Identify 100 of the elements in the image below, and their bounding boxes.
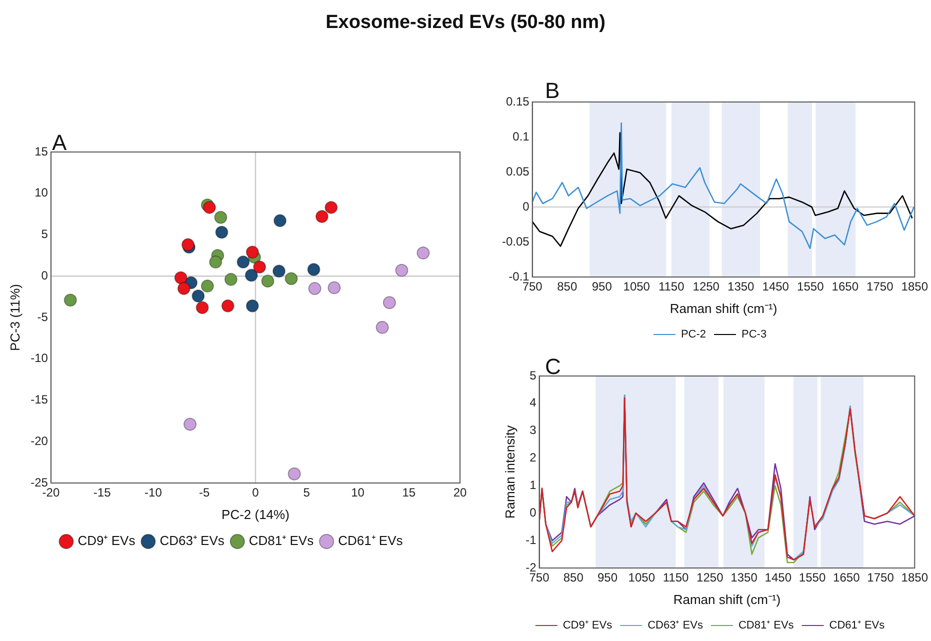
x-tick-label: 1550 — [797, 280, 824, 294]
x-tick-label: 1250 — [692, 280, 720, 294]
point — [315, 210, 328, 224]
legend-label: CD81⁺ EVs — [738, 620, 794, 632]
x-tick-label: 950 — [598, 570, 618, 585]
x-tick-label: 1650 — [832, 280, 859, 294]
x-tick-label: 1450 — [764, 570, 792, 585]
x-tick-label: 1050 — [623, 280, 650, 294]
x-tick-label: 1750 — [866, 280, 894, 294]
point — [376, 320, 389, 334]
point — [209, 256, 222, 269]
y-tick-label: -5 — [37, 310, 48, 324]
x-tick-label: 1150 — [658, 280, 685, 294]
annotation: C — [545, 354, 561, 380]
y-tick-label: 0 — [41, 268, 48, 282]
x-tick-label: 1250 — [696, 570, 724, 585]
x-tick-label: 1050 — [628, 570, 656, 585]
chart-title: Exosome-sized EVs (50-80 nm) — [324, 12, 606, 34]
y-tick-label: -0.05 — [502, 234, 530, 248]
point — [181, 238, 194, 252]
legend-label: CD81⁺ EVs — [248, 533, 314, 548]
y-tick-label: 0.05 — [506, 164, 530, 178]
point — [174, 271, 188, 284]
point — [284, 272, 298, 286]
x-tick-label: 1450 — [762, 280, 790, 294]
x-tick-label: 20 — [453, 486, 467, 500]
y-tick-label: -25 — [30, 475, 48, 490]
x-tick-label: -10 — [144, 486, 162, 500]
legend-label: CD63⁺ EVs — [648, 620, 704, 632]
x-axis-title: Raman shift (cm⁻¹) — [670, 300, 778, 316]
point — [236, 256, 250, 269]
point — [246, 246, 259, 259]
point — [261, 274, 274, 288]
point — [324, 200, 338, 214]
y-tick-label: 0.1 — [512, 129, 530, 144]
point — [272, 264, 286, 278]
y-tick-label: 10 — [34, 186, 48, 200]
point — [64, 294, 77, 307]
point — [307, 263, 320, 276]
y-tick-label: 0 — [522, 199, 530, 214]
point — [395, 264, 408, 277]
legend-label: CD61⁺ EVs — [829, 620, 886, 632]
point — [328, 281, 341, 294]
x-tick-label: 1650 — [833, 570, 860, 585]
annotation: A — [52, 130, 67, 156]
point — [184, 418, 197, 431]
point — [224, 272, 238, 286]
x-tick-label: 1350 — [730, 570, 758, 585]
x-tick-label: -5 — [199, 486, 210, 500]
legend-label: PC-3 — [742, 328, 767, 341]
y-tick-label: -1 — [526, 532, 537, 547]
y-tick-label: 4 — [530, 396, 537, 410]
y-tick-label: 3 — [530, 423, 537, 438]
legend-label: PC-2 — [680, 328, 706, 341]
point — [196, 301, 209, 314]
x-tick-label: 850 — [563, 570, 584, 585]
y-axis-title: Raman intensity — [502, 424, 518, 519]
y-axis-title: PC-3 (11%) — [7, 284, 22, 351]
x-tick-label: 1850 — [901, 280, 928, 294]
x-tick-label: 1550 — [798, 570, 826, 585]
y-tick-label: -20 — [30, 434, 48, 448]
x-tick-label: 0 — [252, 486, 260, 500]
y-tick-label: 15 — [34, 144, 48, 158]
point — [214, 210, 228, 224]
annotation: B — [545, 78, 560, 104]
legend-label: CD9⁺ EVs — [78, 533, 136, 548]
x-tick-label: 1350 — [728, 280, 755, 294]
x-tick-label: 950 — [592, 280, 612, 294]
point — [200, 280, 214, 293]
legend-label: CD9⁺ EVs — [562, 620, 613, 632]
x-tick-label: 1850 — [901, 570, 928, 585]
point — [274, 214, 287, 228]
point — [308, 282, 322, 296]
x-tick-label: 10 — [351, 486, 365, 500]
x-axis-title: PC-2 (14%) — [222, 506, 290, 522]
point — [382, 296, 396, 310]
y-tick-label: 0 — [530, 505, 537, 520]
x-axis-title: Raman shift (cm⁻¹) — [673, 592, 781, 607]
y-tick-label: 2 — [530, 450, 537, 465]
x-tick-label: 15 — [402, 486, 416, 500]
y-tick-label: 5 — [530, 368, 537, 382]
point — [244, 268, 258, 282]
point — [221, 299, 234, 312]
x-tick-label: 850 — [557, 280, 578, 294]
point — [253, 260, 266, 274]
legend-label: CD61⁺ EVs — [338, 533, 404, 548]
y-tick-label: 0.15 — [506, 94, 530, 108]
point — [177, 282, 190, 296]
point — [288, 467, 301, 480]
point — [192, 289, 205, 302]
x-tick-label: 5 — [303, 486, 310, 500]
y-tick-label: -15 — [30, 392, 48, 407]
x-tick-label: 1150 — [662, 570, 689, 585]
y-tick-label: -10 — [30, 351, 48, 366]
x-tick-label: 1750 — [867, 570, 894, 585]
point — [202, 200, 216, 214]
point — [215, 226, 228, 239]
point — [416, 246, 430, 260]
y-tick-label: 1 — [530, 478, 537, 492]
y-tick-label: 5 — [41, 227, 48, 242]
